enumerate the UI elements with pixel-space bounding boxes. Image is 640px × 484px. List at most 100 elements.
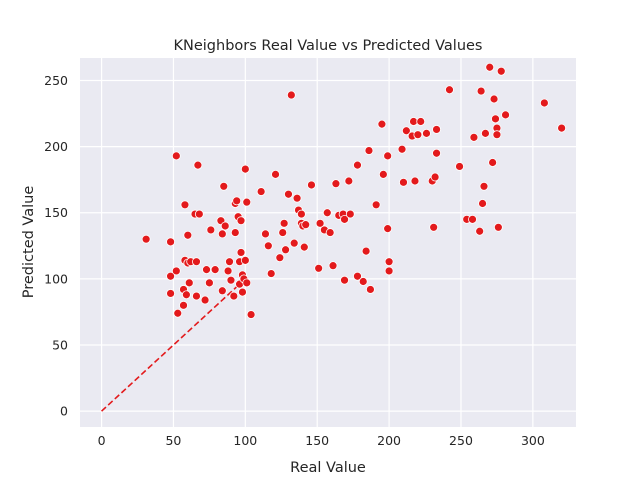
data-point	[242, 278, 252, 288]
y-tick-label: 250	[44, 73, 68, 88]
data-point	[364, 146, 374, 155]
data-point	[166, 271, 175, 281]
x-tick-label: 300	[521, 433, 545, 448]
data-point	[200, 295, 210, 305]
data-point	[493, 222, 503, 232]
data-point	[219, 181, 229, 191]
data-point	[557, 123, 567, 133]
data-point	[401, 126, 411, 136]
data-point	[314, 263, 324, 273]
data-point	[299, 242, 309, 252]
data-point	[236, 216, 246, 226]
data-point	[496, 66, 506, 76]
reference-line-layer	[101, 278, 246, 412]
data-point	[489, 94, 499, 104]
data-point	[193, 160, 203, 170]
data-point	[242, 197, 252, 207]
data-point	[491, 114, 500, 124]
data-point	[183, 230, 193, 240]
data-point	[478, 199, 487, 208]
data-point	[206, 225, 216, 235]
y-tick-label: 200	[44, 139, 68, 154]
data-point	[271, 169, 280, 179]
data-point	[229, 291, 239, 301]
chart-title: KNeighbors Real Value vs Predicted Value…	[174, 38, 483, 54]
data-point	[275, 253, 285, 263]
data-point	[539, 98, 549, 108]
data-point	[377, 119, 387, 129]
data-point	[223, 266, 233, 276]
data-point	[261, 229, 270, 239]
data-point	[366, 285, 375, 294]
data-point	[399, 177, 408, 187]
data-point	[210, 265, 220, 275]
data-point	[246, 310, 256, 319]
y-tick-label: 100	[44, 271, 68, 286]
data-point	[358, 277, 368, 286]
data-point	[345, 209, 355, 219]
data-point	[378, 169, 388, 179]
data-point	[297, 209, 306, 219]
data-point	[256, 187, 266, 196]
data-point	[179, 300, 188, 310]
data-point	[361, 246, 371, 256]
data-point	[469, 132, 479, 142]
data-point	[353, 160, 362, 170]
data-point	[240, 164, 250, 174]
data-point	[422, 128, 431, 138]
data-point	[166, 289, 175, 298]
reference-line	[101, 278, 246, 412]
data-point	[344, 176, 354, 186]
data-point	[204, 278, 214, 288]
data-point	[226, 275, 236, 285]
data-point	[328, 261, 338, 271]
data-point	[184, 278, 194, 288]
data-point	[286, 90, 296, 100]
data-point	[263, 241, 273, 251]
data-point	[340, 214, 349, 224]
y-tick-label: 0	[60, 404, 68, 419]
data-point	[384, 266, 394, 276]
data-point	[181, 290, 191, 300]
data-point	[202, 265, 211, 275]
x-tick-label: 50	[165, 433, 181, 448]
data-point	[492, 130, 502, 140]
data-point	[281, 245, 290, 255]
data-point	[217, 229, 227, 239]
x-tick-label: 100	[233, 433, 257, 448]
x-tick-label: 200	[377, 433, 401, 448]
data-point	[397, 144, 407, 154]
data-point	[476, 86, 486, 96]
data-point	[413, 130, 423, 140]
data-point	[278, 228, 288, 237]
data-point	[236, 248, 246, 257]
data-point	[192, 257, 201, 267]
data-point	[445, 85, 454, 95]
data-point	[180, 200, 190, 210]
data-point	[410, 176, 420, 186]
data-point	[238, 287, 247, 297]
data-point	[192, 291, 201, 301]
data-point	[289, 238, 299, 248]
data-point	[322, 208, 332, 218]
data-point	[432, 125, 441, 134]
data-point	[225, 257, 234, 267]
data-point	[325, 228, 335, 237]
tick-labels: 0 50 100 150 200 250 300 0 50 100 150 200 250	[44, 73, 545, 448]
data-point	[416, 117, 426, 126]
data-point	[488, 158, 498, 167]
data-point	[266, 269, 276, 278]
data-point	[432, 148, 441, 158]
data-point	[230, 228, 240, 237]
x-tick-label: 250	[449, 433, 473, 448]
data-point	[475, 226, 485, 236]
data-point	[429, 222, 439, 232]
data-point	[217, 286, 227, 296]
data-point	[371, 200, 381, 210]
data-point	[171, 151, 181, 161]
data-point	[301, 220, 311, 230]
y-tick-label: 50	[52, 338, 68, 353]
data-point	[485, 62, 495, 72]
x-axis-label: Real Value	[290, 460, 366, 476]
